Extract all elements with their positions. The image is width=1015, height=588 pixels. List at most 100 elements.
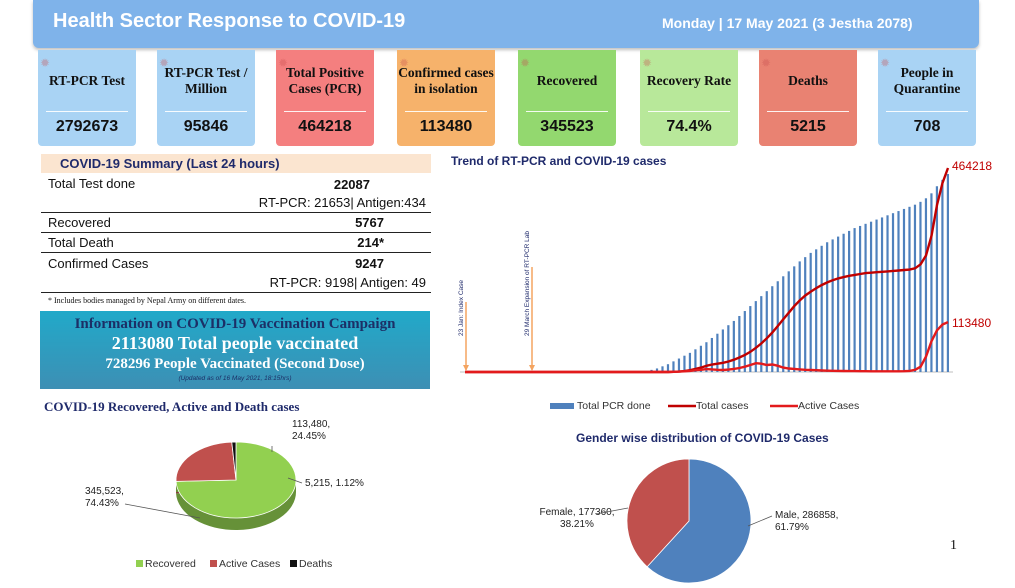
stat-card-value: 345523	[540, 118, 594, 135]
pcr-bar	[749, 306, 752, 372]
divider	[165, 111, 247, 112]
stat-card: ✹ RT-PCR Test / Million 95846	[157, 50, 255, 146]
total-test-breakdown: RT-PCR: 21653| Antigen:434	[258, 195, 426, 210]
confirmed-value: 9247	[355, 256, 384, 271]
divider	[41, 252, 431, 253]
pcr-bar	[732, 320, 735, 372]
virus-icon: ✹	[399, 56, 410, 70]
arrow-head-icon	[529, 365, 535, 371]
pie-slice-female	[626, 458, 690, 568]
pcr-bar	[754, 301, 757, 372]
stat-card-label: RT-PCR Test / Million	[164, 65, 248, 96]
pcr-bar	[875, 219, 878, 372]
pcr-bar	[820, 245, 823, 372]
pcr-bar	[793, 266, 796, 372]
pcr-bar	[688, 352, 692, 372]
recovered-label: Recovered	[48, 215, 111, 230]
pcr-bar	[815, 249, 818, 372]
stat-card-value: 2792673	[55, 118, 119, 135]
pcr-bar	[738, 315, 741, 372]
legend-swatch	[550, 403, 574, 409]
leader-line	[747, 515, 773, 527]
pcr-bar	[891, 213, 895, 372]
virus-icon: ✹	[761, 56, 772, 70]
vaccination-heading: Information on COVID-19 Vaccination Camp…	[74, 316, 396, 332]
legend-swatch	[136, 560, 143, 567]
pcr-bar	[666, 364, 670, 372]
pie-slice-male	[646, 458, 752, 584]
female-slice-label: Female, 177360, 38.21%	[539, 507, 614, 530]
pcr-bar	[798, 261, 801, 372]
pcr-bar	[869, 221, 873, 372]
total-death-value: 214*	[357, 235, 384, 250]
stat-card-value: 74.4%	[666, 118, 712, 135]
divider	[526, 111, 608, 112]
leader-line	[124, 503, 201, 519]
pcr-bar	[705, 342, 708, 372]
pcr-bar	[919, 201, 922, 372]
deaths-slice-label: 5,215, 1.12%	[305, 478, 364, 489]
legend-item: Active Cases	[798, 400, 859, 412]
stat-card-value: 5215	[790, 118, 826, 135]
pcr-bar	[864, 223, 867, 372]
pcr-bar	[902, 208, 906, 372]
leader-line	[595, 507, 629, 515]
header-banner	[33, 0, 979, 48]
divider	[41, 292, 431, 293]
total-cases-end-label: 464218	[952, 159, 992, 173]
arrow-head-icon	[463, 365, 469, 371]
legend-swatch	[290, 560, 297, 567]
page-title: Health Sector Response to COVID-19	[53, 10, 406, 32]
pcr-bar	[683, 355, 686, 372]
stat-card: ✹ Confirmed cases in isolation 113480	[397, 50, 495, 146]
outcome-pie-title: COVID-19 Recovered, Active and Death cas…	[44, 399, 300, 414]
gender-pie-chart: Male, 286858, 61.79% Female, 177360, 38.21%	[539, 458, 838, 584]
pcr-bar	[699, 345, 703, 372]
trend-chart-title: Trend of RT-PCR and COVID-19 cases	[451, 154, 667, 168]
pcr-bar	[809, 252, 812, 372]
gender-pie-title: Gender wise distribution of COVID-19 Cas…	[576, 431, 829, 445]
stat-card-label: Recovery Rate	[646, 73, 732, 88]
pcr-bar	[710, 337, 713, 372]
stat-card-label: Recovered	[536, 73, 598, 88]
pcr-bar	[831, 239, 834, 372]
second-dose: 728296 People Vaccinated (Second Dose)	[105, 356, 365, 372]
recovered-slice-label: 345,523, 74.43%	[85, 486, 124, 509]
stat-card-label: People in Quarantine	[893, 65, 961, 96]
annotation-label: 29 March Expansion of RT-PCR Lab	[524, 231, 531, 336]
pcr-bar	[897, 211, 900, 372]
stat-card: ✹ Total Positive Cases (PCR) 464218	[276, 50, 374, 146]
vaccination-box	[40, 311, 430, 389]
divider	[41, 232, 431, 233]
legend-item: Active Cases	[219, 558, 280, 570]
divider	[41, 212, 431, 213]
leader-line	[287, 477, 303, 484]
total-vaccinated: 2113080 Total people vaccinated	[111, 333, 359, 353]
stat-card-value: 113480	[419, 118, 473, 135]
pcr-bar	[771, 286, 774, 372]
stat-card-value: 708	[913, 118, 941, 135]
stat-card: ✹ Deaths 5215	[759, 50, 857, 146]
pcr-bar	[694, 349, 697, 372]
pcr-bar	[935, 186, 939, 372]
pcr-bar	[886, 215, 889, 372]
confirmed-label: Confirmed Cases	[48, 256, 149, 271]
pcr-bar	[672, 361, 675, 372]
pcr-bar	[908, 206, 911, 372]
stat-card-label: RT-PCR Test	[49, 73, 125, 88]
pie-slice-deaths	[231, 441, 237, 481]
pcr-bar	[804, 257, 807, 372]
pcr-bar	[787, 271, 790, 372]
pcr-bar	[842, 233, 845, 372]
total-test-value: 22087	[333, 177, 370, 192]
footnote: * Includes bodies managed by Nepal Army …	[48, 296, 247, 305]
pcr-bar	[782, 276, 785, 372]
pcr-bar	[858, 225, 862, 372]
stat-card-value: 464218	[298, 118, 352, 135]
pcr-bar	[727, 325, 730, 372]
pcr-bar	[661, 366, 664, 372]
pcr-bar	[716, 333, 719, 372]
pie-slice-active-cases	[175, 441, 237, 482]
stat-card: ✹ Recovered 345523	[518, 50, 616, 146]
pcr-bar	[760, 296, 763, 372]
